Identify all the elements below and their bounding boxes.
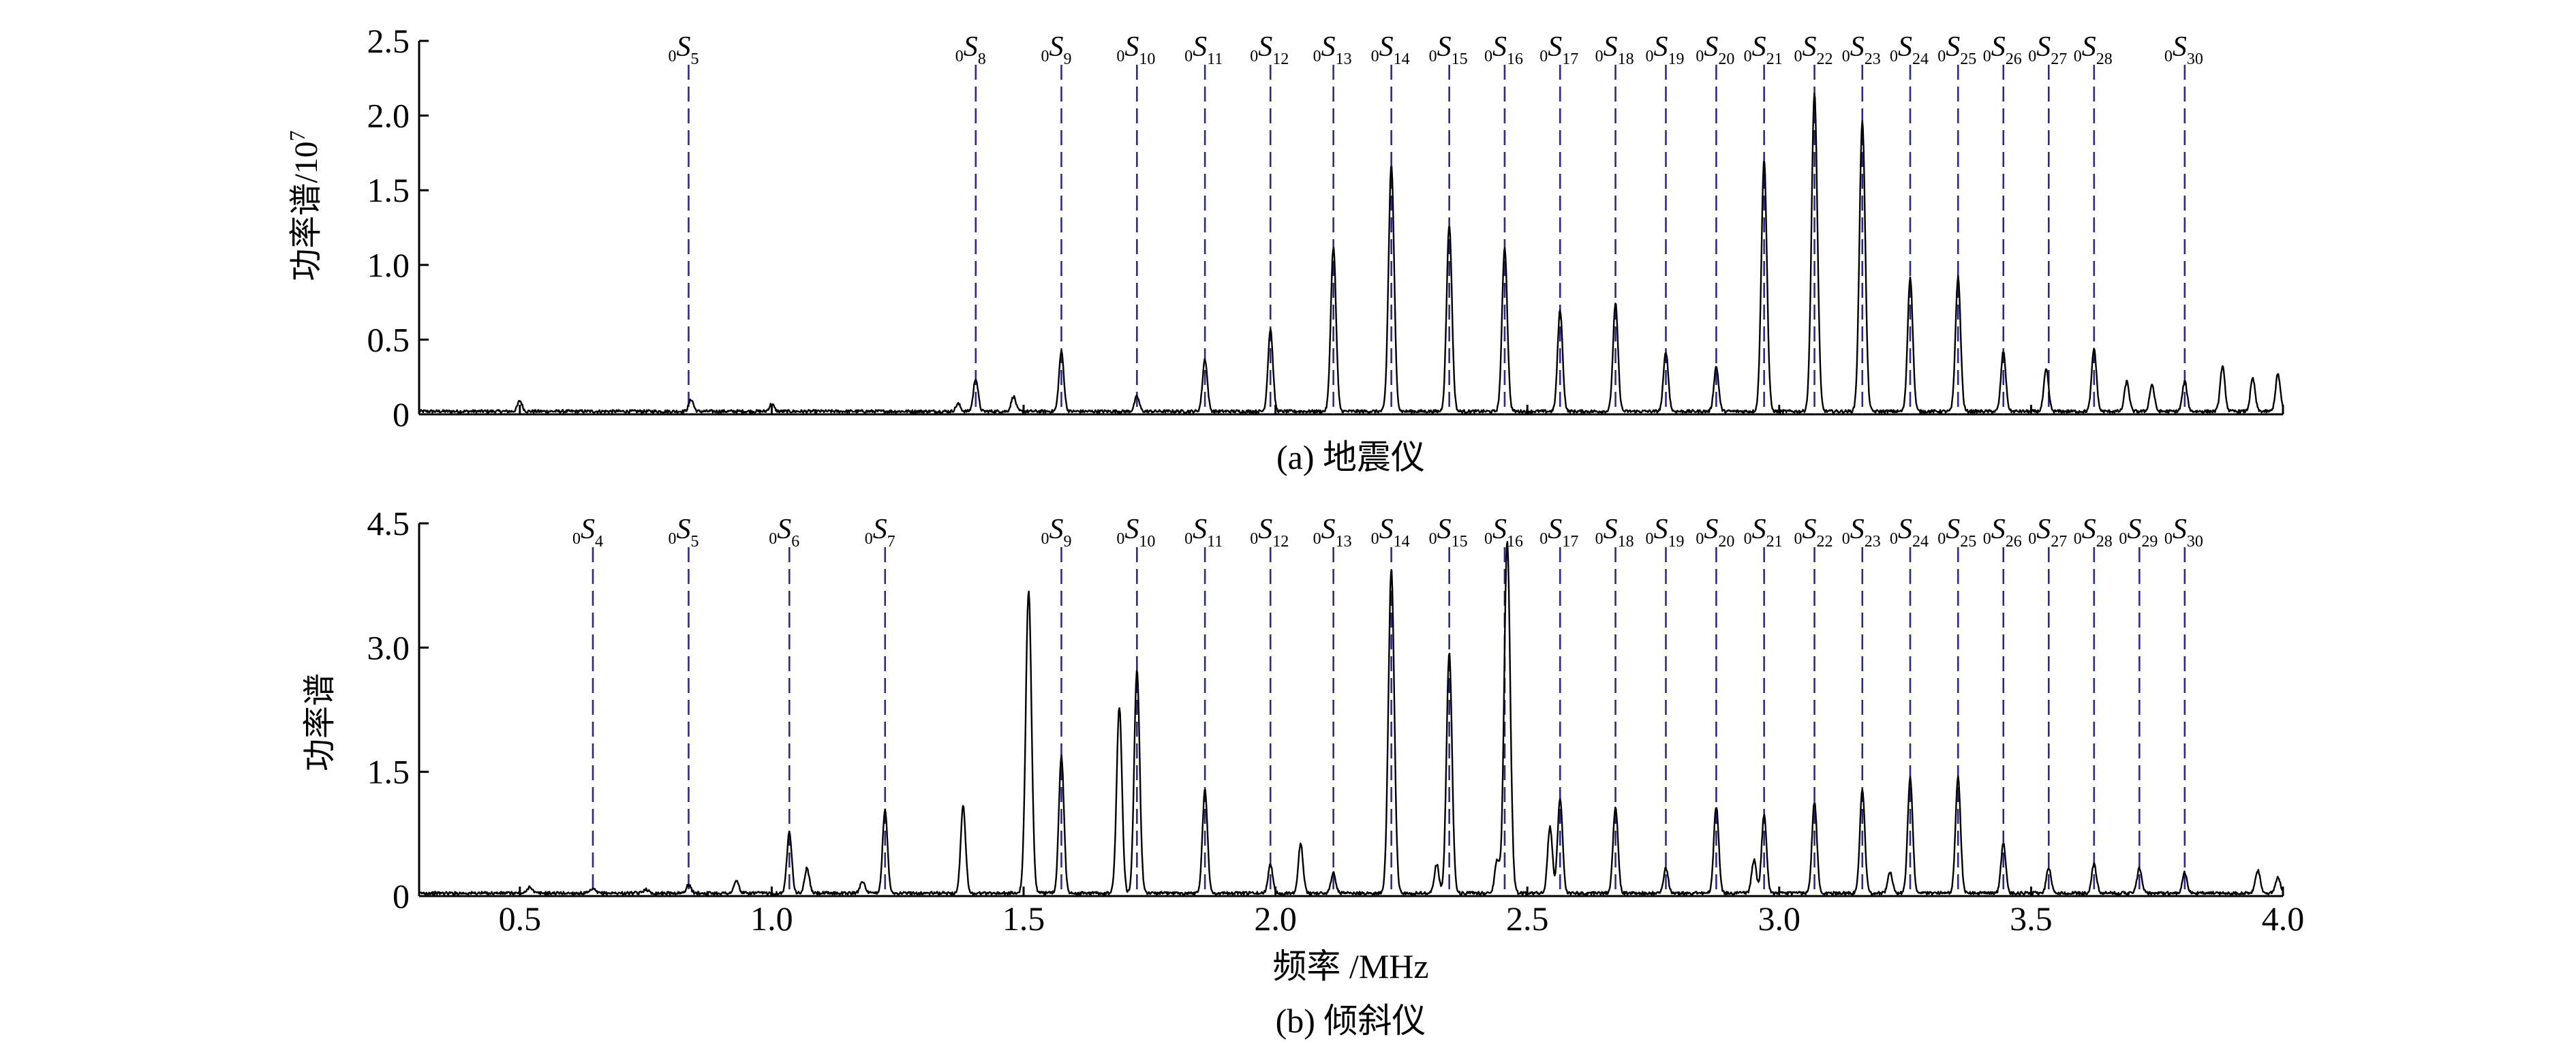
- ytick-label: 0.5: [367, 320, 410, 358]
- xtick-label: 3.5: [2010, 899, 2053, 938]
- panel-b-markers: 0S4 0S5 0S6 0S7 0S9 0S10 0S11 0S12 0S13 0S14 0S15 0…: [572, 514, 2203, 896]
- ytick-label: 1.5: [367, 171, 410, 209]
- mode-marker-label: 0S4: [572, 514, 603, 551]
- panel-a-seismometer: 功率谱/107 00.51.01.52.02.5 0S5 0S8 0S9 0S10 0S…: [285, 22, 2284, 476]
- panel-b-yticks: 0 1.5 3.0 4.5: [367, 504, 429, 915]
- mode-marker-label: 0S21: [1744, 31, 1783, 68]
- panel-b-ylabel: 功率谱: [302, 673, 338, 771]
- mode-marker-label: 0S25: [1937, 514, 1976, 551]
- mode-marker-label: 0S26: [1983, 31, 2022, 68]
- mode-marker-label: 0S11: [1184, 514, 1223, 551]
- xtick-label: 3.0: [1758, 899, 1801, 938]
- mode-marker-label: 0S19: [1645, 31, 1684, 68]
- mode-marker-label: 0S5: [668, 31, 699, 68]
- ytick-label: 1.5: [367, 753, 410, 791]
- xtick-label: 2.0: [1254, 899, 1297, 938]
- mode-marker-label: 0S17: [1539, 31, 1578, 68]
- ytick-label: 2.5: [367, 22, 410, 60]
- mode-marker-label: 0S30: [2164, 31, 2203, 68]
- mode-marker-label: 0S18: [1595, 31, 1634, 68]
- mode-marker-label: 0S24: [1890, 31, 1929, 68]
- ytick-label: 3.0: [367, 628, 410, 666]
- ytick-label: 1.0: [367, 246, 410, 284]
- xtick-label: 2.5: [1506, 899, 1549, 938]
- mode-marker-label: 0S15: [1429, 514, 1468, 551]
- mode-marker-label: 0S8: [955, 31, 986, 68]
- mode-marker-label: 0S29: [2119, 514, 2158, 551]
- panel-b-xlabel: 频率 /MHz: [1272, 947, 1428, 985]
- mode-marker-label: 0S18: [1595, 514, 1634, 551]
- mode-marker-label: 0S16: [1484, 514, 1523, 551]
- panel-a-ylabel-main: 功率谱/10: [288, 141, 324, 281]
- mode-marker-label: 0S21: [1744, 514, 1783, 551]
- ytick-label: 0: [393, 877, 410, 915]
- mode-marker-label: 0S9: [1041, 31, 1071, 68]
- mode-marker-label: 0S6: [769, 514, 799, 551]
- mode-marker-label: 0S13: [1313, 31, 1352, 68]
- panel-a-caption: (a) 地震仪: [1276, 438, 1425, 476]
- mode-marker-label: 0S28: [2074, 514, 2113, 551]
- mode-marker-label: 0S23: [1842, 514, 1881, 551]
- panel-a-ylabel: 功率谱/107: [285, 130, 324, 281]
- mode-marker-label: 0S12: [1250, 31, 1289, 68]
- xtick-label: 0.5: [499, 899, 542, 938]
- mode-marker-label: 0S24: [1890, 514, 1929, 551]
- mode-marker-label: 0S15: [1429, 31, 1468, 68]
- mode-marker-label: 0S10: [1116, 31, 1155, 68]
- mode-marker-label: 0S11: [1184, 31, 1223, 68]
- panel-a-spectrum-line: [418, 92, 2284, 414]
- panel-a-markers: 0S5 0S8 0S9 0S10 0S11 0S12 0S13 0S14 0S15 0S16 0S1…: [668, 31, 2203, 414]
- panel-b-tiltmeter: 功率谱 01.53.04.5 0.5 1.0 1.5 2.0 2.5 3.0 3.5 4.0 …: [302, 504, 2304, 1040]
- mode-marker-label: 0S19: [1645, 514, 1684, 551]
- mode-marker-label: 0S28: [2074, 31, 2113, 68]
- ytick-label: 4.5: [367, 504, 410, 542]
- mode-marker-label: 0S12: [1250, 514, 1289, 551]
- mode-marker-label: 0S27: [2028, 31, 2067, 68]
- panel-b-xticks: 0.5 1.0 1.5 2.0 2.5 3.0 3.5 4.0: [499, 887, 2305, 938]
- mode-marker-label: 0S5: [668, 514, 699, 551]
- mode-marker-label: 0S22: [1794, 514, 1833, 551]
- mode-marker-label: 0S14: [1371, 31, 1410, 68]
- mode-marker-label: 0S20: [1696, 514, 1734, 551]
- mode-marker-label: 0S25: [1937, 31, 1976, 68]
- mode-marker-label: 0S7: [865, 514, 895, 551]
- mode-marker-label: 0S9: [1041, 514, 1071, 551]
- mode-marker-label: 0S13: [1313, 514, 1352, 551]
- ytick-label: 2.0: [367, 97, 410, 135]
- mode-marker-label: 0S23: [1842, 31, 1881, 68]
- panel-b-spectrum-line: [418, 540, 2284, 895]
- panel-a-yticks: 0 0.5 1.0 1.5 2.0 2.5: [367, 22, 2284, 433]
- mode-marker-label: 0S26: [1983, 514, 2022, 551]
- mode-marker-label: 0S27: [2028, 514, 2067, 551]
- mode-marker-label: 0S22: [1794, 31, 1833, 68]
- panel-a-ylabel-exponent: 7: [285, 130, 309, 141]
- mode-marker-label: 0S16: [1484, 31, 1523, 68]
- xtick-label: 4.0: [2262, 899, 2305, 938]
- mode-marker-label: 0S14: [1371, 514, 1410, 551]
- xtick-label: 1.5: [1002, 899, 1045, 938]
- mode-marker-label: 0S17: [1539, 514, 1578, 551]
- ytick-label: 0: [393, 395, 410, 433]
- panel-b-caption: (b) 倾斜仪: [1276, 1002, 1426, 1040]
- mode-marker-label: 0S30: [2164, 514, 2203, 551]
- mode-marker-label: 0S20: [1696, 31, 1734, 68]
- xtick-label: 1.0: [750, 899, 793, 938]
- mode-marker-label: 0S10: [1116, 514, 1155, 551]
